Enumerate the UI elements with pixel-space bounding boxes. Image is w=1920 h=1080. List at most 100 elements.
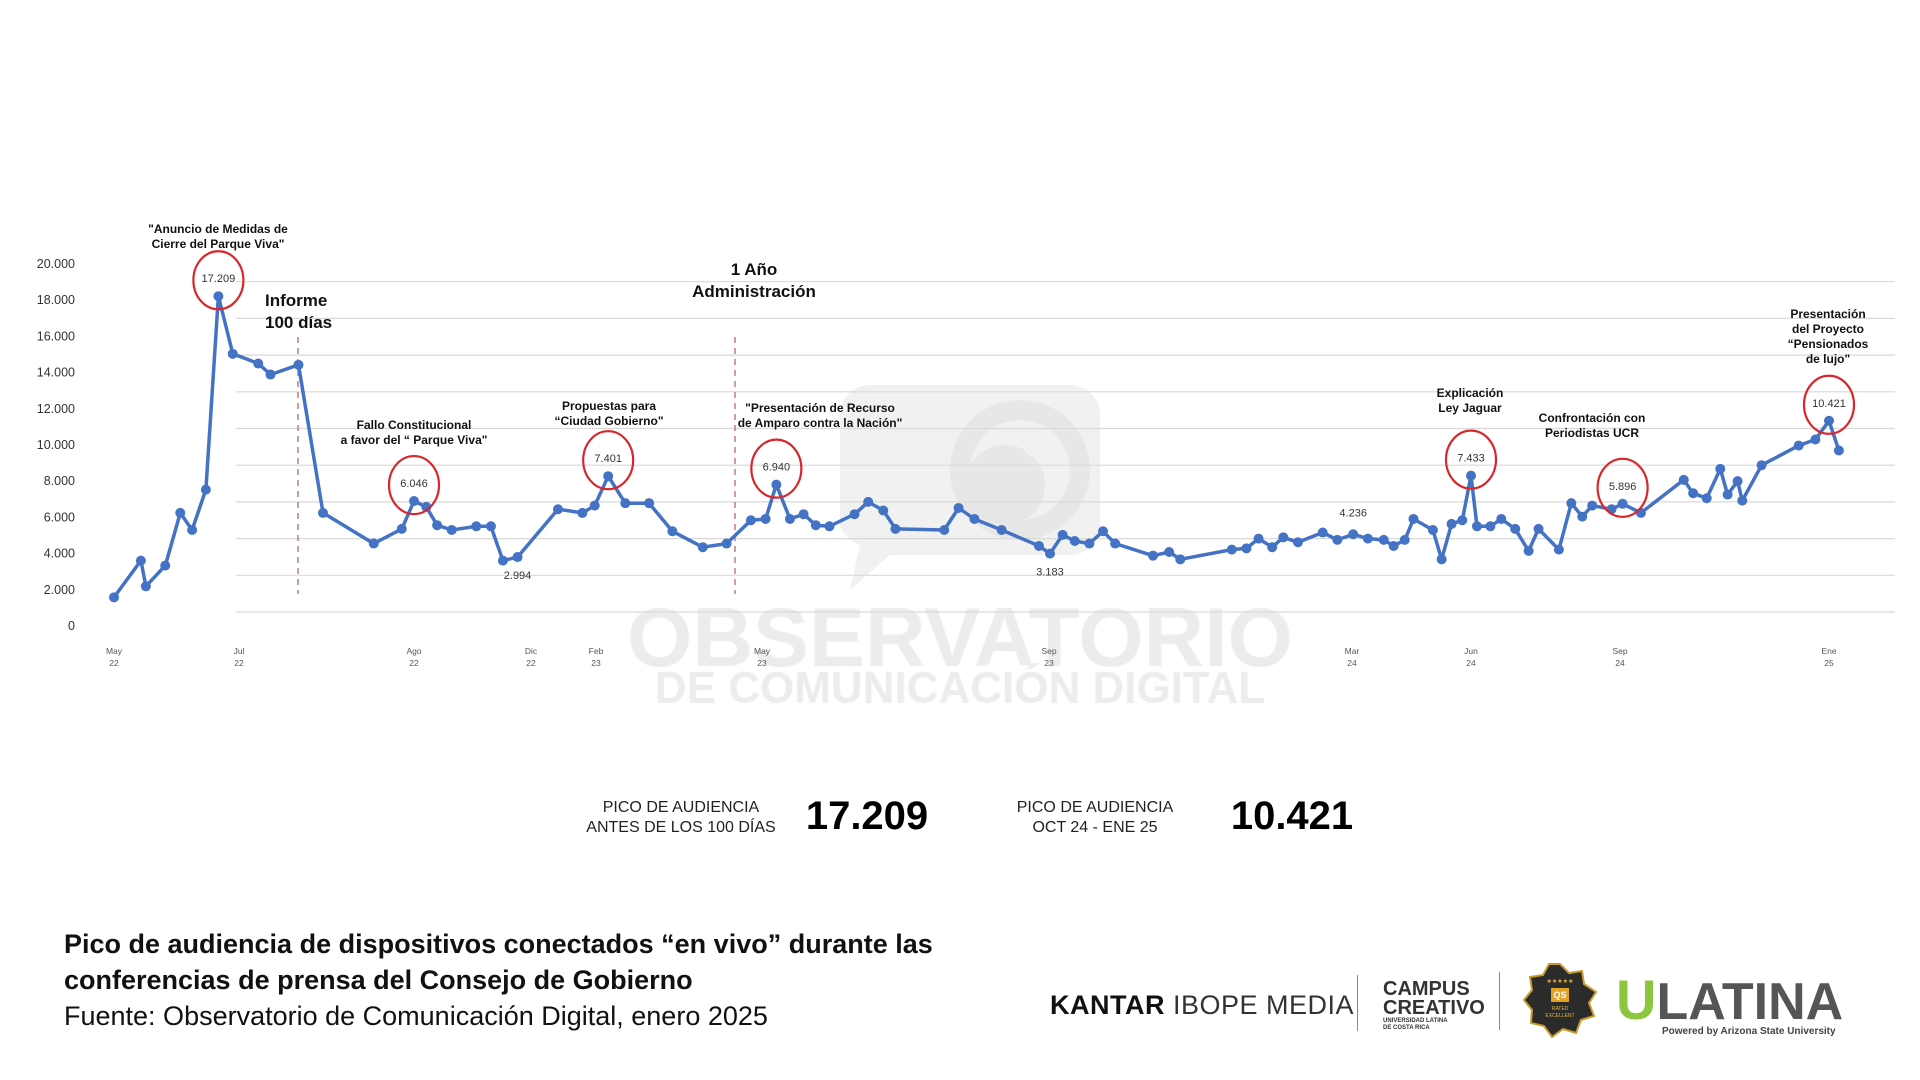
data-point xyxy=(485,521,496,532)
data-point xyxy=(187,524,198,535)
stat-label-before-100: PICO DE AUDIENCIA ANTES DE LOS 100 DÍAS xyxy=(586,799,776,836)
data-point xyxy=(620,498,631,509)
data-point xyxy=(109,592,119,603)
x-tick-label: Dic xyxy=(525,646,538,656)
data-point xyxy=(1045,548,1056,559)
data-point xyxy=(1427,524,1438,535)
data-point xyxy=(1701,493,1712,504)
peak-value-label: 7.433 xyxy=(1457,453,1485,465)
y-tick-label: 6.000 xyxy=(44,510,75,524)
annotation-jaguar: Explicación Ley Jaguar xyxy=(1436,386,1504,415)
data-point xyxy=(697,542,708,553)
data-point xyxy=(996,524,1007,535)
ulatina-logo: ULATINA Powered by Arizona State Univers… xyxy=(1616,968,1844,1038)
data-point xyxy=(849,509,860,520)
x-tick-label: Sep xyxy=(1041,646,1056,656)
data-point xyxy=(1253,533,1264,544)
peak-value-label: 6.046 xyxy=(400,478,428,490)
footer-source: Fuente: Observatorio de Comunicación Dig… xyxy=(64,1001,768,1031)
data-point xyxy=(1278,532,1289,543)
data-point xyxy=(1110,538,1121,549)
data-point xyxy=(760,513,771,524)
data-point xyxy=(1833,445,1844,456)
x-axis-ticks: May 22 Jul 22 Ago 22 Dic 22 Feb 23 May 23 Sep 23 Mar 24… xyxy=(106,646,1837,668)
data-point xyxy=(512,552,523,563)
y-tick-label: 2.000 xyxy=(44,583,75,597)
data-point xyxy=(1688,488,1699,499)
data-point xyxy=(409,496,419,507)
y-tick-label: 16.000 xyxy=(37,329,75,343)
data-point xyxy=(1241,543,1252,554)
annotation-fallo: Fallo Constitucional a favor del “ Parque… xyxy=(340,418,488,447)
data-point xyxy=(1635,507,1646,518)
data-point xyxy=(1577,511,1588,522)
x-tick-label: Ago xyxy=(406,646,421,656)
data-point xyxy=(446,524,457,535)
data-point xyxy=(471,521,482,532)
data-point xyxy=(890,523,901,534)
data-point xyxy=(667,526,678,537)
data-point xyxy=(589,500,600,511)
highlight-circle xyxy=(192,250,245,311)
data-point xyxy=(1408,513,1419,524)
data-point xyxy=(784,513,795,524)
data-point xyxy=(227,348,238,359)
data-point xyxy=(577,507,588,518)
x-tick-label: 22 xyxy=(234,658,244,668)
data-point xyxy=(1348,529,1359,540)
data-points xyxy=(109,291,1844,603)
x-tick-label: 24 xyxy=(1347,658,1357,668)
data-point xyxy=(497,555,508,566)
highlight-circle xyxy=(582,430,635,491)
x-tick-label: 24 xyxy=(1466,658,1476,668)
data-point xyxy=(1810,434,1821,445)
data-point xyxy=(1457,515,1468,526)
data-point xyxy=(1175,554,1186,565)
x-tick-label: 22 xyxy=(526,658,536,668)
peak-value-label: 17.209 xyxy=(202,273,236,285)
data-point xyxy=(1069,535,1080,546)
data-point xyxy=(1388,540,1399,551)
y-axis-ticks: 20.000 18.000 16.000 14.000 12.000 10.000 8.00… xyxy=(37,257,75,633)
data-point xyxy=(1715,463,1726,474)
x-tick-label: Sep xyxy=(1612,646,1627,656)
peak-value-label: 10.421 xyxy=(1812,398,1846,410)
data-point xyxy=(969,513,980,524)
y-tick-label: 10.000 xyxy=(37,438,75,452)
data-point xyxy=(396,523,407,534)
data-point xyxy=(1466,470,1476,481)
x-tick-label: Ene xyxy=(1821,646,1836,656)
data-point xyxy=(1084,538,1095,549)
x-tick-label: 23 xyxy=(1044,658,1054,668)
x-tick-label: Feb xyxy=(589,646,604,656)
data-point xyxy=(1485,521,1496,532)
y-tick-label: 20.000 xyxy=(37,257,75,271)
qs-rated-badge: ★★★★★ QS RATED EXCELLENT xyxy=(1522,962,1598,1038)
data-point xyxy=(1510,523,1521,534)
data-point xyxy=(1362,533,1373,544)
x-tick-label: 24 xyxy=(1615,658,1625,668)
x-tick-label: 23 xyxy=(757,658,767,668)
data-point xyxy=(1148,550,1159,561)
x-tick-label: May xyxy=(106,646,123,656)
data-point xyxy=(552,504,563,515)
data-point xyxy=(1332,534,1343,545)
y-tick-label: 18.000 xyxy=(37,293,75,307)
annotation-un-anio: 1 Año Administración xyxy=(692,260,816,301)
data-point xyxy=(1793,440,1804,451)
highlight-labels: 17.209 6.046 7.401 6.940 7.433 5.896 10.421 2.9… xyxy=(192,250,1856,582)
data-point xyxy=(1678,474,1689,485)
data-point xyxy=(318,507,328,518)
y-tick-label: 4.000 xyxy=(44,547,75,561)
annotation-ucr: Confrontación con Periodistas UCR xyxy=(1538,411,1646,440)
x-tick-label: May xyxy=(754,646,771,656)
data-point xyxy=(1587,500,1598,511)
highlight-circle xyxy=(750,438,803,499)
y-tick-label: 12.000 xyxy=(37,402,75,416)
data-point xyxy=(1378,534,1389,545)
data-point xyxy=(293,359,304,370)
value-label: 3.183 xyxy=(1036,567,1064,579)
data-point xyxy=(432,520,443,531)
x-tick-label: 22 xyxy=(109,658,119,668)
data-point xyxy=(175,507,186,518)
